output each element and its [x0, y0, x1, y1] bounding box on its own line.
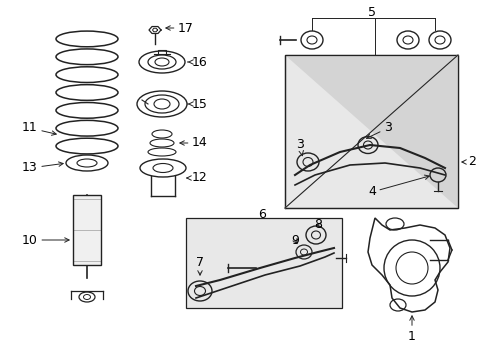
- Text: 1: 1: [407, 316, 415, 342]
- Text: 17: 17: [165, 22, 193, 35]
- Text: 14: 14: [180, 136, 207, 149]
- Text: 11: 11: [22, 121, 56, 135]
- Text: 16: 16: [187, 55, 207, 68]
- Text: 3: 3: [295, 139, 304, 156]
- Text: 3: 3: [366, 121, 391, 138]
- FancyBboxPatch shape: [73, 195, 101, 265]
- Polygon shape: [285, 55, 457, 208]
- Text: 2: 2: [461, 156, 475, 168]
- Text: 7: 7: [196, 256, 203, 275]
- Text: 15: 15: [187, 98, 207, 111]
- Text: 4: 4: [367, 175, 428, 198]
- Text: 5: 5: [367, 5, 375, 18]
- Text: 10: 10: [22, 234, 69, 247]
- FancyBboxPatch shape: [185, 218, 341, 308]
- Text: 9: 9: [290, 234, 298, 247]
- Text: 8: 8: [313, 219, 321, 231]
- Text: 13: 13: [22, 162, 63, 175]
- Text: 6: 6: [258, 208, 265, 221]
- Text: 12: 12: [186, 171, 207, 184]
- FancyBboxPatch shape: [285, 55, 457, 208]
